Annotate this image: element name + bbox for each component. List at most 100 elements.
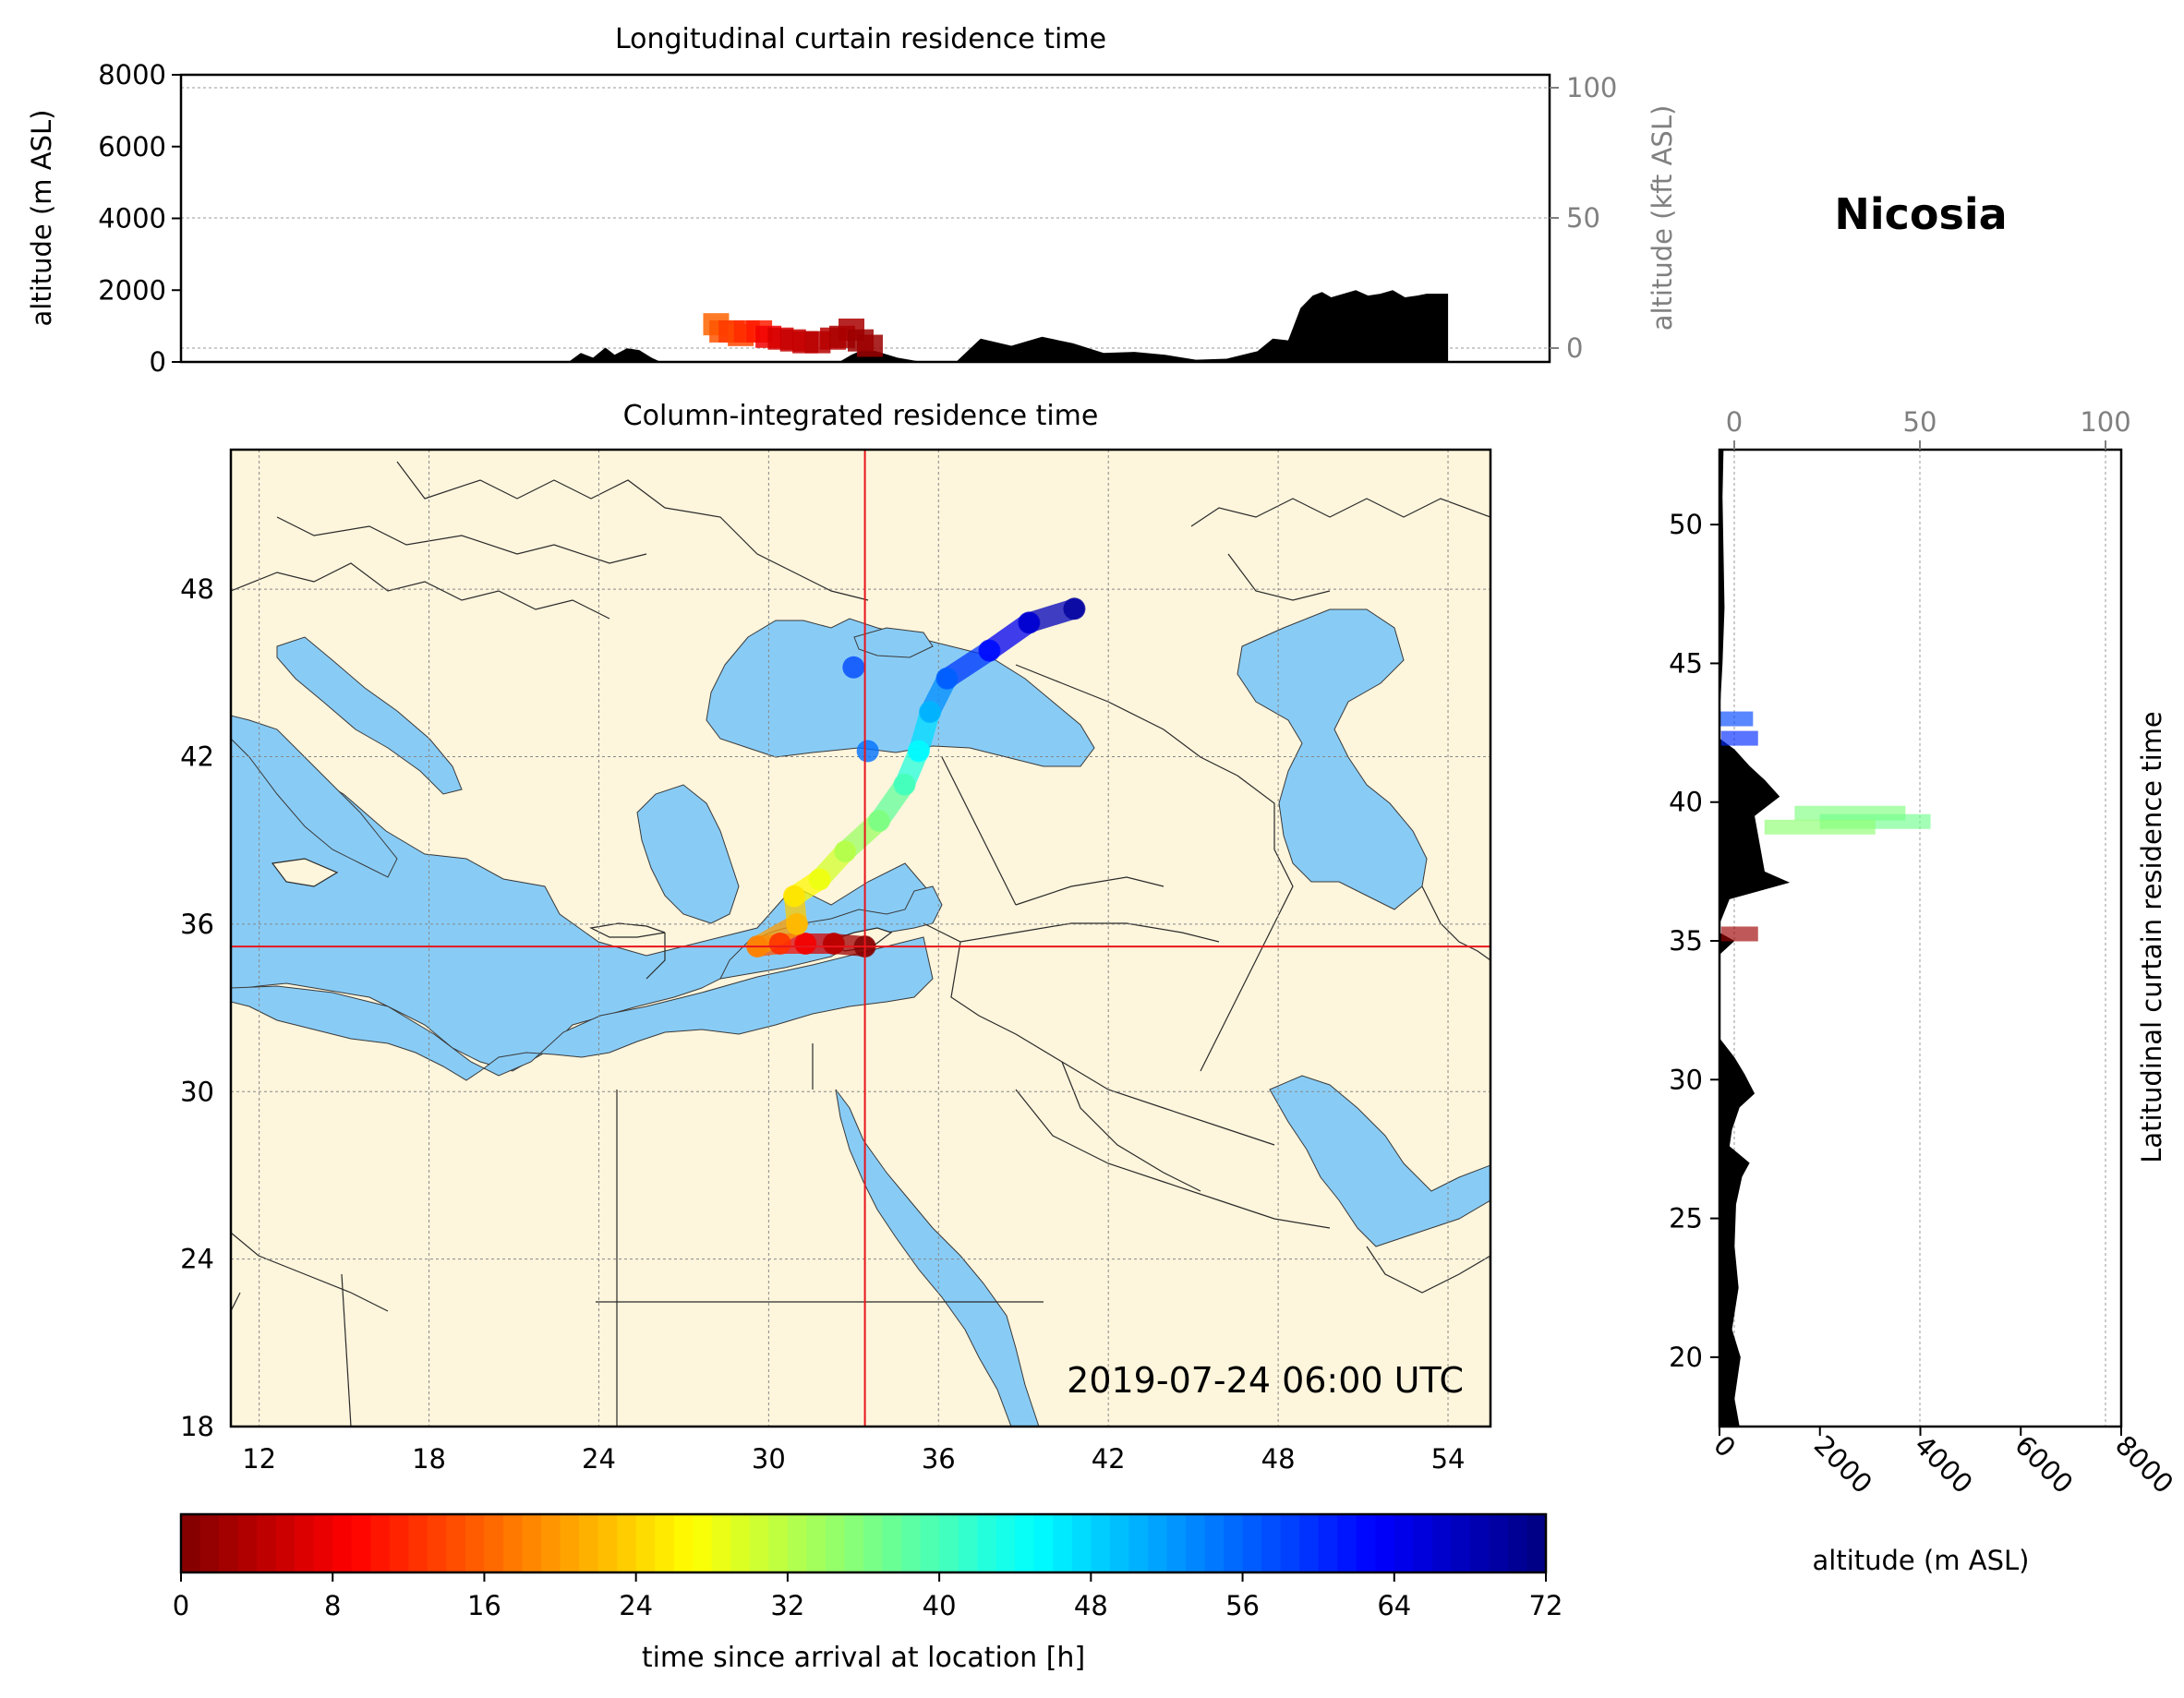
trajectory-point xyxy=(834,840,857,863)
side-secondary-x-tick-label: 50 xyxy=(1903,406,1937,438)
side-plume-cell xyxy=(1764,819,1876,835)
map-y-ticks: 18 24 30 36 42 48 xyxy=(180,573,214,1442)
colorbar-tick-label: 48 xyxy=(1074,1590,1108,1621)
colorbar-cell xyxy=(1091,1514,1111,1572)
side-x-tick-label: 2000 xyxy=(1808,1429,1878,1499)
map-timestamp: 2019-07-24 06:00 UTC xyxy=(1067,1360,1464,1401)
trajectory-point xyxy=(794,933,817,956)
map-x-tick-label: 36 xyxy=(922,1443,956,1475)
colorbar-tick-label: 72 xyxy=(1529,1590,1563,1621)
colorbar-cell xyxy=(1394,1514,1414,1572)
colorbar-tick-label: 40 xyxy=(923,1590,957,1621)
map-x-tick-label: 24 xyxy=(582,1443,616,1475)
top-secondary-y-tick-label: 0 xyxy=(1566,332,1583,364)
longitudinal-curtain-panel: Longitudinal curtain residence time 0 200… xyxy=(26,23,1678,378)
top-terrain-area xyxy=(181,290,1550,362)
side-plume-cell xyxy=(1719,711,1754,727)
column-integrated-panel: Column-integrated residence time xyxy=(180,400,1492,1475)
adriatic-sea xyxy=(276,636,463,795)
colorbar-tick-label: 8 xyxy=(324,1590,341,1621)
colorbar-cell xyxy=(1109,1514,1129,1572)
colorbar-cell xyxy=(1261,1514,1282,1572)
colorbar-cell xyxy=(522,1514,542,1572)
trajectory-point xyxy=(893,773,916,796)
colorbar-label: time since arrival at location [h] xyxy=(642,1642,1085,1674)
colorbar-cell xyxy=(1526,1514,1547,1572)
mediterranean-south xyxy=(231,936,934,1081)
colorbar-cell xyxy=(370,1514,391,1572)
side-y-tick-label: 45 xyxy=(1669,647,1703,679)
colorbar-cell xyxy=(1071,1514,1092,1572)
side-y-ticks: 20 25 30 35 40 45 50 xyxy=(1669,509,1719,1373)
colorbar-cell xyxy=(275,1514,296,1572)
colorbar-frame xyxy=(179,1512,1548,1574)
side-x-tick-label: 6000 xyxy=(2009,1429,2079,1499)
colorbar-tick-label: 24 xyxy=(619,1590,653,1621)
trajectory-point xyxy=(907,740,930,763)
top-secondary-y-ticks: 0 50 100 xyxy=(1550,72,1617,364)
colorbar-cell xyxy=(1033,1514,1054,1572)
colorbar-cell xyxy=(427,1514,447,1572)
colorbar-tick-label: 0 xyxy=(173,1590,189,1621)
map-panel-title: Column-integrated residence time xyxy=(623,400,1099,432)
colorbar-cell xyxy=(1337,1514,1357,1572)
trajectory-point xyxy=(782,885,805,908)
colorbar-cell xyxy=(749,1514,769,1572)
colorbar-cell xyxy=(1280,1514,1300,1572)
trajectory-point xyxy=(768,933,791,956)
top-plume xyxy=(703,313,883,357)
trajectory-point xyxy=(786,912,809,935)
colorbar-cell xyxy=(1185,1514,1206,1572)
colorbar-cell xyxy=(1489,1514,1509,1572)
side-plume-cell xyxy=(1720,926,1758,942)
colorbar-tick-label: 32 xyxy=(770,1590,804,1621)
side-y-tick-label: 20 xyxy=(1669,1342,1703,1373)
colorbar-cell xyxy=(1469,1514,1490,1572)
colorbar-cell xyxy=(484,1514,504,1572)
crete xyxy=(589,922,666,938)
trajectory-point xyxy=(1018,611,1041,634)
colorbar-cell xyxy=(1053,1514,1073,1572)
top-y-tick-label: 0 xyxy=(150,346,166,378)
trajectory-point xyxy=(808,868,831,891)
colorbar-cell xyxy=(1431,1514,1452,1572)
map-x-tick-label: 42 xyxy=(1092,1443,1126,1475)
colorbar-cell xyxy=(1413,1514,1433,1572)
seas xyxy=(231,608,1490,1427)
side-x-tick-label: 0 xyxy=(1707,1429,1742,1463)
colorbar-cell xyxy=(560,1514,580,1572)
colorbar-cell xyxy=(332,1514,353,1572)
side-x-axis-label: altitude (m ASL) xyxy=(1813,1545,2030,1576)
map-plot-frame xyxy=(229,448,1492,1428)
colorbar: 0 8 16 24 32 40 48 56 64 72 time since arrival at… xyxy=(173,1512,1563,1674)
colorbar-tick-label: 16 xyxy=(467,1590,501,1621)
country-borders xyxy=(231,461,1490,1427)
map-y-tick-label: 18 xyxy=(180,1411,214,1442)
black-sea xyxy=(706,618,1095,767)
colorbar-cell xyxy=(1166,1514,1187,1572)
trajectory-point xyxy=(978,639,1001,662)
colorbar-cell xyxy=(1507,1514,1528,1572)
map-trajectory xyxy=(746,597,1086,958)
colorbar-cell xyxy=(446,1514,466,1572)
colorbar-cell xyxy=(635,1514,656,1572)
red-sea xyxy=(835,1089,1040,1427)
colorbar-cell xyxy=(730,1514,751,1572)
colorbar-cell xyxy=(995,1514,1016,1572)
side-secondary-x-ticks: 0 50 100 xyxy=(1726,406,2131,450)
top-y-tick-label: 6000 xyxy=(98,131,166,163)
side-plume xyxy=(1719,711,1931,942)
colorbar-cell xyxy=(1451,1514,1471,1572)
colorbar-cell xyxy=(408,1514,428,1572)
colorbar-cell xyxy=(257,1514,277,1572)
top-y-tick-label: 4000 xyxy=(98,203,166,235)
side-plume-cell xyxy=(1720,730,1758,746)
map-y-tick-label: 24 xyxy=(180,1244,214,1275)
colorbar-cells xyxy=(181,1514,1547,1572)
colorbar-cell xyxy=(655,1514,675,1572)
colorbar-cell xyxy=(313,1514,333,1572)
side-y-tick-label: 35 xyxy=(1669,925,1703,957)
colorbar-cell xyxy=(295,1514,315,1572)
trajectory-point xyxy=(1063,597,1086,620)
